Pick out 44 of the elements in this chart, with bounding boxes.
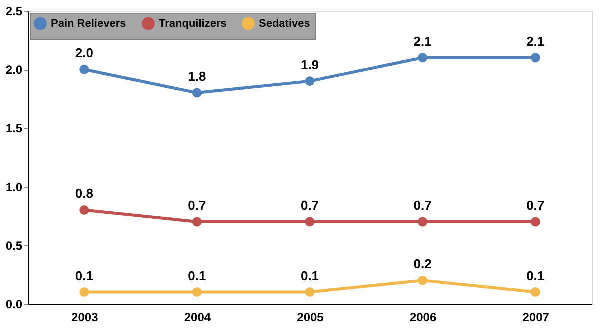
data-label: 0.1 (526, 268, 545, 284)
data-label: 0.8 (75, 186, 94, 202)
x-tick-label: 2007 (522, 310, 550, 324)
x-tick-label: 2003 (72, 310, 99, 324)
point (530, 217, 540, 227)
point (80, 288, 90, 298)
data-label: 2.1 (414, 34, 432, 49)
legend-label: Pain Relievers (51, 18, 126, 30)
y-tick-label: 2.0 (6, 63, 23, 78)
data-label: 0.7 (300, 198, 320, 213)
point (530, 288, 540, 298)
point (192, 88, 202, 98)
data-label: 2.0 (75, 46, 94, 61)
y-tick-label: 1.0 (6, 180, 23, 194)
data-label: 0.2 (414, 256, 432, 272)
x-tick-label: 2005 (297, 310, 324, 324)
point (418, 217, 428, 227)
legend-label: Sedatives (259, 18, 310, 30)
point (305, 76, 315, 86)
point (192, 217, 202, 227)
data-label: 0.1 (300, 268, 320, 284)
legend-label: Tranquilizers (159, 18, 227, 30)
data-label: 1.9 (300, 57, 320, 72)
data-label: 0.7 (414, 198, 432, 213)
point (192, 288, 202, 298)
point (418, 53, 428, 63)
data-label: 0.1 (75, 268, 94, 284)
data-label: 0.1 (188, 268, 206, 284)
data-label: 1.8 (188, 69, 206, 84)
point (530, 53, 540, 63)
x-tick-label: 2004 (184, 310, 212, 324)
y-tick-label: 2.5 (6, 4, 23, 18)
point (305, 217, 315, 227)
point (80, 64, 90, 74)
y-tick-label: 0.5 (6, 238, 23, 253)
y-tick-label: 1.5 (6, 122, 23, 136)
point (305, 288, 315, 298)
data-label: 0.7 (526, 198, 545, 213)
x-tick-label: 2006 (410, 310, 437, 324)
y-tick-label: 0.0 (6, 298, 23, 312)
data-label: 2.1 (526, 34, 545, 49)
data-label: 0.7 (188, 198, 206, 213)
point (418, 276, 428, 286)
point (80, 206, 90, 215)
